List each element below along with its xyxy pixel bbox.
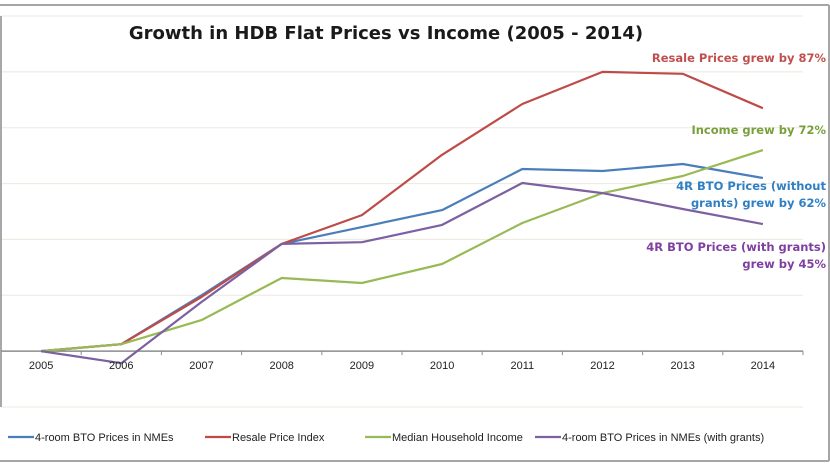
legend-item-1: 4-room BTO Prices in NMEs bbox=[8, 432, 174, 444]
annotation-1-line-1: Resale Prices grew by 87% bbox=[652, 51, 827, 65]
legend-item-4: 4-room BTO Prices in NMEs (with grants) bbox=[535, 432, 764, 444]
chart-title: Growth in HDB Flat Prices vs Income (200… bbox=[129, 23, 643, 44]
x-tick-labels: 2005 2006 2007 2008 2009 2010 2011 2012 2013 2014 bbox=[29, 360, 775, 372]
x-tick-label: 2012 bbox=[590, 360, 614, 372]
series-line-2 bbox=[41, 70, 764, 353]
x-tick-label: 2009 bbox=[350, 360, 374, 372]
annotation-3-line-2: grants) grew by 62% bbox=[691, 196, 827, 210]
annotations: Resale Prices grew by 87% Income grew by … bbox=[646, 51, 826, 271]
legend-label: Resale Price Index bbox=[232, 432, 325, 444]
x-tick-label: 2013 bbox=[670, 360, 694, 372]
axes bbox=[0, 16, 804, 407]
annotation-4-line-1: 4R BTO Prices (with grants) bbox=[646, 240, 826, 254]
x-tick-label: 2010 bbox=[430, 360, 454, 372]
annotation-2-line-1: Income grew by 72% bbox=[691, 123, 826, 137]
x-tick-label: 2014 bbox=[751, 360, 775, 372]
x-tick-label: 2007 bbox=[189, 360, 213, 372]
chart-frame bbox=[0, 4, 830, 462]
series-lines bbox=[40, 70, 764, 365]
x-tick-label: 2011 bbox=[510, 360, 534, 372]
x-tick-label: 2008 bbox=[269, 360, 293, 372]
annotation-4-line-2: grew by 45% bbox=[742, 257, 826, 271]
x-tick-label: 2005 bbox=[29, 360, 53, 372]
legend-label: 4-room BTO Prices in NMEs (with grants) bbox=[562, 432, 764, 444]
legend: 4-room BTO Prices in NMEs Resale Price In… bbox=[8, 432, 764, 444]
legend-item-3: Median Household Income bbox=[365, 432, 523, 444]
series-line-4 bbox=[40, 181, 764, 365]
legend-item-2: Resale Price Index bbox=[205, 432, 325, 444]
annotation-3-line-1: 4R BTO Prices (without bbox=[676, 179, 826, 193]
legend-label: Median Household Income bbox=[392, 432, 523, 444]
legend-label: 4-room BTO Prices in NMEs bbox=[35, 432, 174, 444]
x-tick-label: 2006 bbox=[109, 360, 133, 372]
gridlines bbox=[1, 15, 803, 408]
